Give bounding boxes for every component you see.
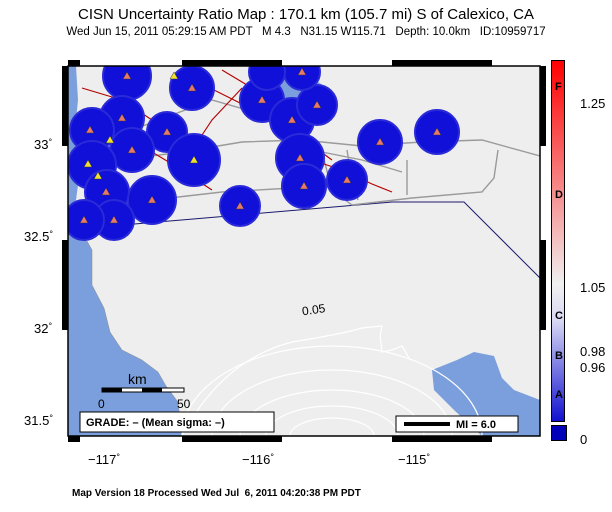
colorbar-letter-c: C [555, 310, 563, 322]
event-info: Wed Jun 15, 2011 05:29:15 AM PDT M 4.3 N… [66, 26, 546, 38]
scale-bar: km 0 50 [98, 371, 191, 411]
colorbar-tick-0-96: 0.96 [580, 360, 606, 375]
colorbar-letter-b: B [555, 350, 563, 362]
lon-tick-116: −116° [242, 452, 274, 467]
mi-box: MI = 6.0 [395, 415, 519, 433]
lat-tick-32-5: 32.5° [24, 229, 53, 244]
map-version-footer: Map Version 18 Processed Wed Jul 6, 2011… [72, 488, 361, 499]
colorbar-letter-f: F [555, 81, 562, 93]
scale-min-label: 0 [98, 397, 105, 411]
frame-tick-bars [62, 60, 546, 442]
lat-tick-31-5: 31.5° [24, 413, 53, 428]
grade-box: GRADE: – (Mean sigma: –) [79, 411, 275, 433]
colorbar-tick-0-98: 0.98 [580, 344, 606, 359]
colorbar-tick-1-05: 1.05 [580, 280, 606, 295]
lon-tick-117: −117° [88, 452, 120, 467]
scale-max-label: 50 [177, 397, 191, 411]
colorbar-letter-d: D [555, 189, 563, 201]
lat-tick-32: 32° [34, 321, 53, 336]
lon-tick-115: −115° [398, 452, 430, 467]
station-markers [79, 67, 442, 224]
uncertainty-colorbar [551, 60, 565, 422]
colorbar-tick-1-25: 1.25 [580, 96, 606, 111]
contour-label: 0.05 [301, 301, 326, 318]
mi-label: MI = 6.0 [456, 419, 496, 431]
scale-unit-label: km [128, 371, 147, 387]
map-panel[interactable]: 0.05 km 0 50 GRADE: – (Mean sigma: –) MI… [62, 60, 546, 442]
gulf-of-california [432, 352, 540, 436]
grade-label: GRADE: – (Mean sigma: –) [86, 417, 225, 429]
colorbar-letter-a: A [555, 389, 563, 401]
map-title: CISN Uncertainty Ratio Map : 170.1 km (1… [77, 6, 534, 23]
lat-tick-33: 33° [34, 137, 53, 152]
uncertainty-contours [181, 325, 483, 436]
colorbar-min-swatch [551, 425, 567, 441]
colorbar-tick-0: 0 [580, 432, 588, 447]
